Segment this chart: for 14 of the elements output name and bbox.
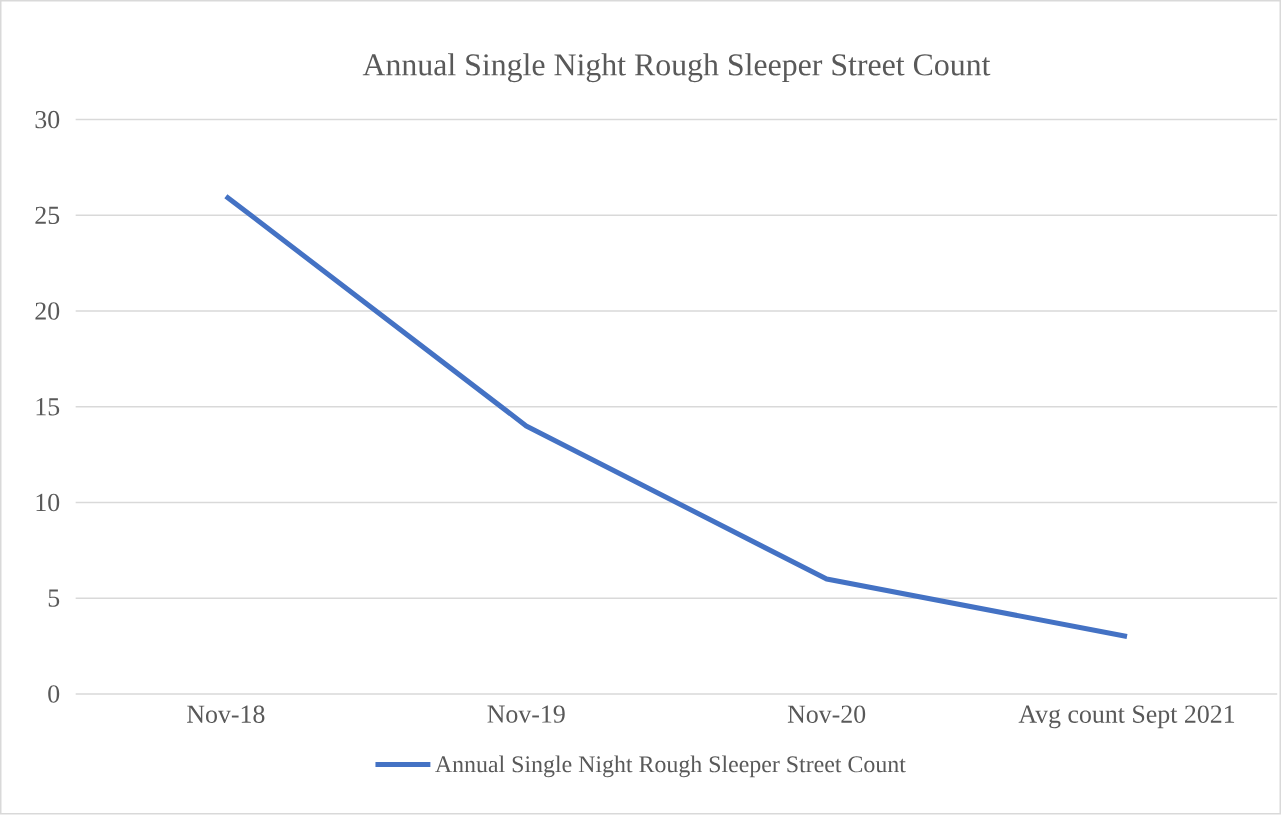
legend-label: Annual Single Night Rough Sleeper Street Count (435, 755, 906, 778)
y-tick-label: 15 (36, 398, 60, 416)
chart-title: Annual Single Night Rough Sleeper Street Count (362, 53, 991, 83)
y-tick-label: 25 (35, 206, 60, 225)
y-tick-label: 0 (48, 685, 60, 703)
y-tick-label: 10 (36, 493, 60, 512)
y-tick-label: 20 (35, 302, 60, 321)
x-tick-label: Nov-18 (187, 705, 265, 724)
x-tick-label: Avg count Sept 2021 (1018, 705, 1235, 729)
x-tick-label: Nov-20 (787, 705, 866, 724)
x-tick-label: Nov-19 (487, 705, 565, 724)
line-series (223, 193, 1130, 640)
y-tick-label: 30 (35, 111, 60, 129)
y-tick-label: 5 (48, 589, 60, 608)
